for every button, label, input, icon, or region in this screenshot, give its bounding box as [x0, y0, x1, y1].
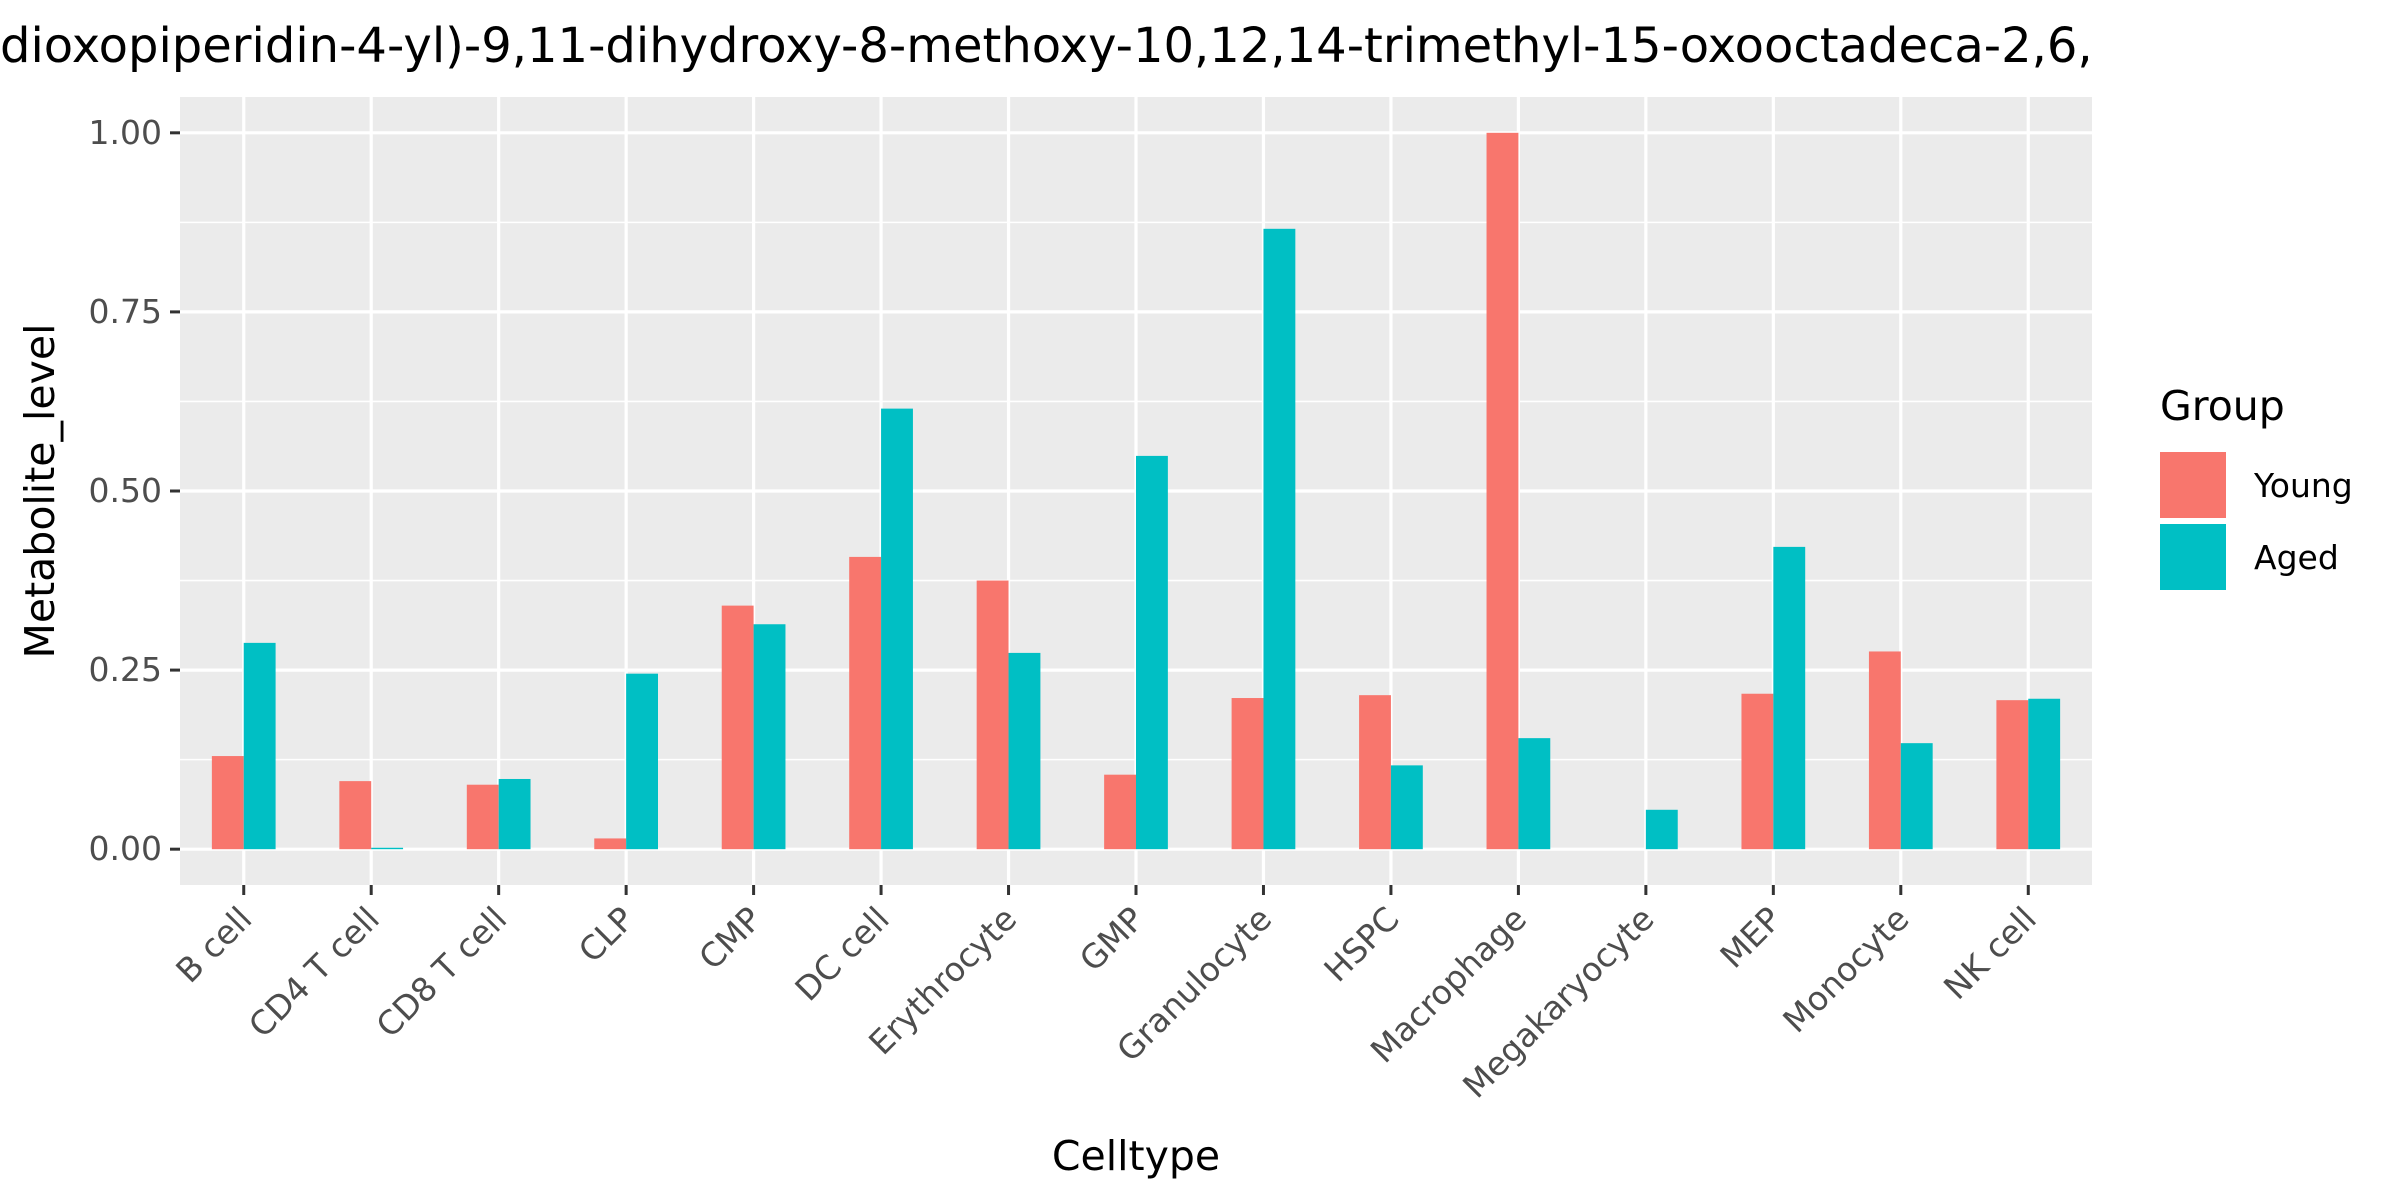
y-tick-label: 1.00 — [89, 113, 162, 152]
bar-aged — [626, 673, 658, 850]
x-tick-label: CLP — [571, 899, 642, 970]
bar-young — [721, 605, 754, 850]
bar-aged — [498, 778, 531, 850]
legend-label: Aged — [2254, 538, 2339, 577]
legend-label: Young — [2253, 466, 2353, 505]
bar-young — [1741, 693, 1774, 850]
bar-aged — [1136, 455, 1168, 850]
x-tick-label: B cell — [168, 899, 259, 990]
bar-aged — [753, 624, 786, 850]
legend-title: Group — [2160, 382, 2285, 430]
bar-young — [1486, 132, 1519, 850]
bar-aged — [2028, 698, 2061, 850]
bar-young — [594, 838, 627, 850]
bar-aged — [371, 847, 404, 850]
bar-young — [1868, 651, 1901, 850]
x-tick-label: NK cell — [1936, 899, 2044, 1007]
y-tick-label: 0.00 — [89, 829, 162, 868]
y-tick-label: 0.25 — [89, 650, 162, 689]
bar-aged — [1263, 228, 1296, 850]
bar-aged — [1900, 743, 1933, 850]
bar-young — [976, 580, 1009, 850]
bar-aged — [1645, 809, 1678, 850]
x-axis-title: Celltype — [1052, 1132, 1220, 1180]
x-tick-label: CD8 T cell — [368, 899, 514, 1045]
bar-aged — [1008, 652, 1041, 850]
bar-young — [1359, 695, 1391, 850]
x-tick-label: CD4 T cell — [241, 899, 387, 1045]
bar-young — [1996, 700, 2029, 850]
x-tick-label: MEP — [1712, 899, 1789, 976]
y-axis-title: Metabolite_level — [16, 324, 64, 659]
x-tick-label: GMP — [1072, 899, 1152, 979]
x-tick-label: CMP — [691, 899, 769, 977]
x-tick-label: Monocyte — [1775, 899, 1916, 1040]
legend-key-young — [2160, 452, 2226, 518]
bar-aged — [1390, 765, 1423, 850]
y-tick-label: 0.75 — [89, 292, 162, 331]
y-tick-label: 0.50 — [89, 471, 162, 510]
y-axis: 0.00 0.25 0.50 0.75 1.00 — [89, 113, 180, 868]
bar-aged — [1773, 546, 1806, 850]
chart-title: dioxopiperidin-4-yl)-9,11-dihydroxy-8-me… — [0, 18, 2093, 74]
bar-young — [466, 784, 499, 850]
bar-young — [1231, 698, 1264, 850]
bar-aged — [881, 408, 913, 850]
x-tick-label: HSPC — [1316, 899, 1406, 989]
bar-aged — [243, 642, 276, 850]
bar-aged — [1518, 738, 1551, 850]
x-tick-label: DC cell — [787, 899, 896, 1008]
bar-young — [339, 781, 372, 850]
legend-key-aged — [2160, 524, 2226, 590]
legend: Group Young Aged — [2160, 382, 2353, 590]
bars — [211, 132, 2061, 850]
legend-items: Young Aged — [2160, 452, 2353, 590]
bar-young — [1104, 774, 1136, 850]
bar-young — [211, 756, 244, 850]
bar-young — [849, 556, 882, 850]
